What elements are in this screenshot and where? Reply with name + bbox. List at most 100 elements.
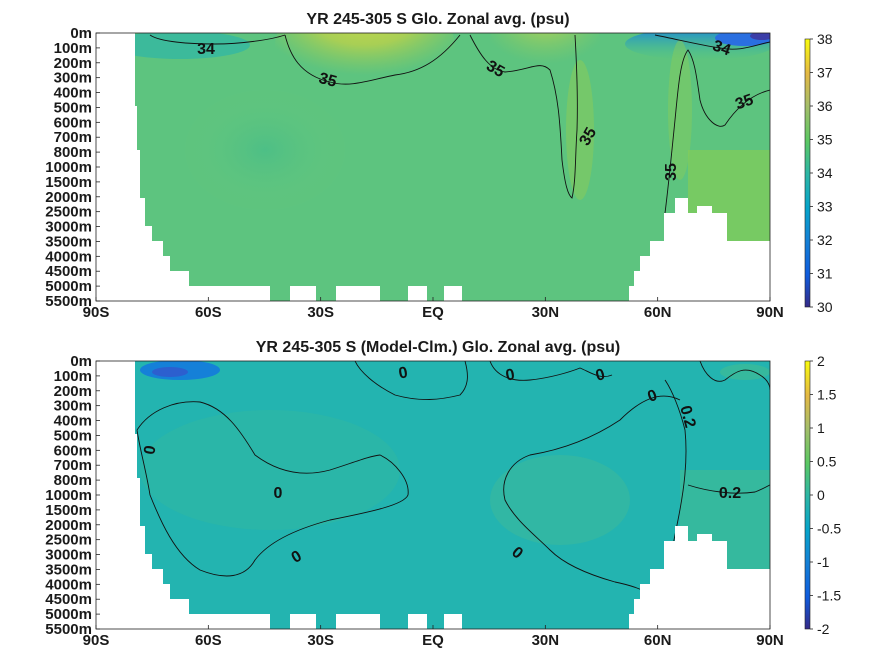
x-tick-label: 30N	[532, 632, 560, 649]
y-tick-label: 800m	[54, 472, 92, 489]
bot-contour-label: 0.2	[719, 485, 741, 502]
x-tick-label: 90N	[756, 304, 784, 321]
y-tick-label: 2500m	[45, 532, 92, 549]
y-tick-label: 2000m	[45, 189, 92, 206]
x-tick-label: 90N	[756, 632, 784, 649]
y-tick-label: 4500m	[45, 263, 92, 280]
y-tick-label: 5500m	[45, 621, 92, 638]
colorbar-tick-label: 32	[817, 232, 833, 248]
bot-contour-label: 0.2	[676, 404, 698, 430]
x-tick-label: 30N	[532, 304, 560, 321]
bot-contour-0-north	[489, 361, 613, 381]
y-tick-label: 2500m	[45, 204, 92, 221]
top-contour-labels: 34 35 35 35 35 35 34	[197, 37, 756, 181]
y-tick-label: 800m	[54, 144, 92, 161]
top-contour-35-south	[284, 34, 461, 85]
x-tick-label: 30S	[307, 304, 334, 321]
top-contour-label: 35	[317, 70, 339, 91]
y-tick-label: 1000m	[45, 487, 92, 504]
bot-contour-label: 0	[141, 444, 159, 456]
bottom-panel-title: YR 245-305 S (Model-Clm.) Glo. Zonal avg…	[256, 339, 621, 356]
y-tick-label: 5000m	[45, 606, 92, 623]
top-contour-label: 35	[663, 163, 680, 181]
bottom-anomaly-field	[135, 361, 770, 629]
y-tick-label: 1000m	[45, 159, 92, 176]
y-tick-label: 600m	[54, 442, 92, 459]
y-tick-label: 3500m	[45, 233, 92, 250]
y-tick-label: 700m	[54, 457, 92, 474]
colorbar-tick-label: 31	[817, 266, 833, 282]
x-tick-label: 60S	[195, 304, 222, 321]
colorbar-tick-label: -0.5	[817, 521, 841, 537]
y-tick-label: 400m	[54, 413, 92, 430]
top-contour-label: 35	[733, 91, 756, 113]
y-tick-label: 500m	[54, 99, 92, 116]
top-contour-label: 35	[483, 57, 507, 81]
top-contour-label: 34	[710, 37, 733, 59]
colorbar-tick-label: -2	[817, 621, 830, 637]
top-x-axis: 90S 60S 30S EQ 30N 60N 90N	[83, 297, 784, 321]
y-tick-label: 1500m	[45, 174, 92, 191]
y-tick-label: 400m	[54, 85, 92, 102]
y-tick-label: 3000m	[45, 219, 92, 236]
bottom-x-axis: 90S 60S 30S EQ 30N 60N 90N	[83, 625, 784, 649]
top-y-axis: 0m100m200m300m400m500m600m700m800m1000m1…	[45, 25, 100, 310]
x-tick-label: 60N	[644, 304, 672, 321]
bot-contour-0.2-east	[687, 481, 770, 494]
top-contour-label: 35	[576, 125, 600, 149]
bot-contour-label: 0	[397, 364, 409, 382]
colorbar-tick-label: 1.5	[817, 387, 837, 403]
y-tick-label: 500m	[54, 427, 92, 444]
top-contour-35-north	[469, 34, 578, 199]
bottom-colorbar: 2 1.5 1 0.5 0 -0.5 -1 -1.5 -2	[804, 353, 841, 637]
y-tick-label: 4000m	[45, 576, 92, 593]
top-panel: YR 245-305 S Glo. Zonal avg. (psu) 34	[45, 11, 833, 321]
top-contour-35-high	[664, 49, 770, 214]
colorbar-tick-label: 36	[817, 98, 833, 114]
bot-contour-0-eq	[354, 361, 468, 400]
y-tick-label: 5000m	[45, 278, 92, 295]
top-contour-34-south	[149, 34, 286, 45]
y-tick-label: 0m	[70, 353, 92, 370]
y-tick-label: 1500m	[45, 502, 92, 519]
x-tick-label: 90S	[83, 304, 110, 321]
colorbar-tick-label: 37	[817, 65, 833, 81]
bot-contour-0-mid	[503, 395, 681, 596]
bot-contour-0-south	[136, 401, 409, 577]
colorbar-tick-label: 35	[817, 132, 833, 148]
y-tick-label: 4000m	[45, 248, 92, 265]
x-tick-label: EQ	[422, 632, 444, 649]
y-tick-label: 5500m	[45, 293, 92, 310]
top-contour-label: 34	[197, 41, 215, 58]
y-tick-label: 300m	[54, 398, 92, 415]
bottom-panel: YR 245-305 S (Model-Clm.) Glo. Zonal avg…	[45, 339, 841, 649]
y-tick-label: 100m	[54, 368, 92, 385]
x-tick-label: 60S	[195, 632, 222, 649]
colorbar-tick-label: 0	[817, 487, 825, 503]
x-tick-label: EQ	[422, 304, 444, 321]
y-tick-label: 200m	[54, 55, 92, 72]
top-panel-title: YR 245-305 S Glo. Zonal avg. (psu)	[306, 11, 569, 28]
x-tick-label: 30S	[307, 632, 334, 649]
x-tick-label: 60N	[644, 632, 672, 649]
colorbar-tick-label: -1	[817, 554, 830, 570]
bot-contour-label: 0	[594, 366, 607, 385]
y-tick-label: 0m	[70, 25, 92, 42]
top-contour-34-north	[654, 34, 770, 50]
colorbar-tick-label: -1.5	[817, 588, 841, 604]
y-tick-label: 2000m	[45, 517, 92, 534]
y-tick-label: 4500m	[45, 591, 92, 608]
y-tick-label: 3000m	[45, 547, 92, 564]
y-tick-label: 200m	[54, 383, 92, 400]
top-salinity-field	[135, 33, 770, 301]
colorbar-tick-label: 30	[817, 299, 833, 315]
colorbar-tick-label: 34	[817, 165, 833, 181]
y-tick-label: 100m	[54, 40, 92, 57]
top-colorbar: 38 37 36 35 34 33 32 31 30	[804, 31, 833, 315]
colorbar-tick-label: 33	[817, 199, 833, 215]
colorbar-tick-label: 1	[817, 420, 825, 436]
bot-contour-small-north	[699, 361, 770, 391]
colorbar-tick-label: 0.5	[817, 454, 837, 470]
y-tick-label: 300m	[54, 70, 92, 87]
